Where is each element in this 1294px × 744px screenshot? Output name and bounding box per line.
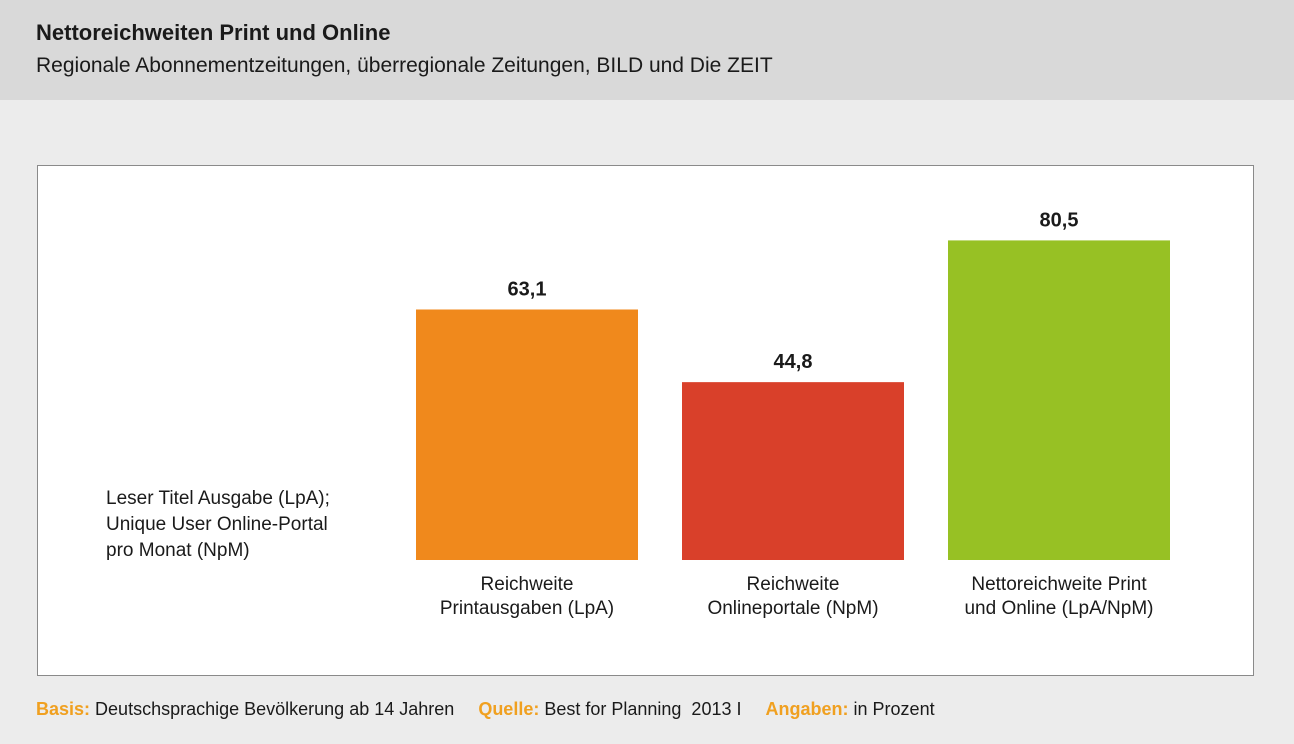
category-label-2-line-1: Reichweite — [747, 574, 840, 595]
basis-value: Deutschsprachige Bevölkerung ab 14 Jahre… — [95, 699, 455, 719]
measure-note: Leser Titel Ausgabe (LpA); Unique User O… — [106, 486, 330, 564]
chart-title: Nettoreichweiten Print und Online — [36, 20, 391, 45]
unit-value: in Prozent — [853, 699, 935, 719]
measure-note-line: Leser Titel Ausgabe (LpA); — [106, 488, 330, 509]
chart-subtitle: Regionale Abonnementzeitungen, überregio… — [36, 54, 773, 77]
bar-1 — [416, 309, 638, 560]
category-label-3-line-2: und Online (LpA/NpM) — [964, 598, 1153, 619]
source-value: Best for Planning 2013 I — [544, 699, 742, 719]
bar-value-label-3: 80,5 — [1040, 209, 1079, 231]
category-label-3-line-1: Nettoreichweite Print — [971, 574, 1147, 595]
category-label-1-line-1: Reichweite — [481, 574, 574, 595]
category-label-1-line-2: Printausgaben (LpA) — [440, 598, 614, 619]
header-bar: Nettoreichweiten Print und Online Region… — [0, 0, 1294, 100]
unit-label: Angaben: — [765, 699, 849, 719]
basis-label: Basis: — [36, 699, 91, 719]
bar-value-label-1: 63,1 — [508, 278, 547, 300]
source-label: Quelle: — [478, 699, 540, 719]
category-label-2-line-2: Onlineportale (NpM) — [707, 598, 878, 619]
bar-3 — [948, 240, 1170, 561]
footer: Basis: Deutschsprachige Bevölkerung ab 1… — [36, 699, 935, 720]
measure-note-line: Unique User Online-Portal — [106, 514, 328, 535]
bar-2 — [682, 382, 904, 560]
measure-note-line: pro Monat (NpM) — [106, 540, 250, 561]
bar-value-label-2: 44,8 — [774, 351, 813, 373]
